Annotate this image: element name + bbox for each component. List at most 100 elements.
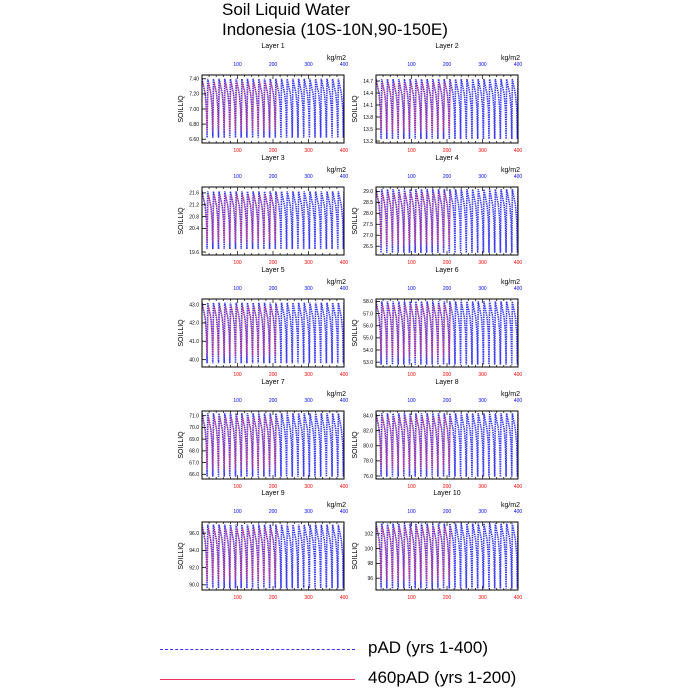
series-460pad-line	[202, 527, 277, 582]
units-label: kg/m2	[327, 391, 346, 398]
plot-area	[202, 413, 344, 477]
panel-1: Layer 1 kg/m2 SOILLIQ 7.40 7.20 7.00 6.80 6.60 1…	[178, 43, 348, 154]
x-tick-label-bottom: 400	[340, 260, 349, 266]
x-tick-label-top: 400	[340, 509, 349, 515]
y-tick-label: 6.60	[189, 137, 199, 143]
y-tick-label: 20.4	[189, 226, 199, 232]
x-tick-label-bottom: 400	[340, 148, 349, 154]
plot-area	[376, 523, 518, 589]
panel-title: Layer 7	[261, 379, 284, 386]
panel-3: Layer 3 kg/m2 SOILLIQ 21.6 21.2 20.8 20.4 19.6 1…	[178, 155, 348, 266]
x-tick-label-top: 100	[233, 174, 242, 180]
x-tick-label-bottom: 200	[443, 484, 452, 490]
y-axis-label: SOILLIQ	[178, 319, 185, 347]
x-tick-label-bottom: 300	[478, 484, 487, 490]
x-tick-label-bottom: 200	[443, 260, 452, 266]
y-tick-label: 19.6	[189, 250, 199, 256]
series-460pad-line	[376, 81, 451, 134]
x-tick-label-top: 200	[269, 174, 278, 180]
y-tick-label: 21.2	[189, 203, 199, 209]
figure-title: Soil Liquid Water Indonesia (10S-10N,90-…	[222, 0, 448, 40]
series-pad-line	[202, 191, 344, 250]
x-tick-label-bottom: 300	[304, 260, 313, 266]
x-tick-label-bottom: 100	[407, 260, 416, 266]
panel-title: Layer 10	[433, 490, 460, 497]
x-tick-label-top: 300	[304, 286, 313, 292]
y-tick-label: 27.5	[363, 222, 373, 228]
x-tick-label-bottom: 300	[304, 148, 313, 154]
units-label: kg/m2	[501, 502, 520, 509]
x-tick-label-bottom: 100	[407, 595, 416, 601]
x-tick-label-top: 300	[478, 398, 487, 404]
y-tick-label: 55.0	[363, 336, 373, 342]
x-tick-label-bottom: 400	[514, 595, 523, 601]
y-axis-label: SOILLIQ	[178, 95, 185, 123]
y-axis-label: SOILLIQ	[178, 431, 185, 459]
y-tick-label: 57.0	[363, 311, 373, 317]
y-tick-label: 102	[365, 532, 374, 538]
x-tick-label-bottom: 200	[269, 260, 278, 266]
x-tick-label-bottom: 400	[514, 372, 523, 378]
x-tick-label-top: 400	[514, 174, 523, 180]
x-tick-label-top: 100	[407, 286, 416, 292]
y-axis-label: SOILLIQ	[352, 319, 359, 347]
x-tick-label-top: 200	[269, 509, 278, 515]
panel-title: Layer 1	[261, 43, 284, 50]
y-tick-label: 29.0	[363, 189, 373, 195]
panel-4: Layer 4 kg/m2 SOILLIQ 29.0 28.5 28.0 27.5 27.0 2…	[352, 155, 522, 266]
x-tick-label-bottom: 300	[304, 372, 313, 378]
y-axis-label: SOILLIQ	[352, 207, 359, 235]
y-tick-label: 69.0	[189, 437, 199, 443]
x-tick-label-top: 200	[443, 174, 452, 180]
x-tick-label-top: 300	[304, 509, 313, 515]
units-label: kg/m2	[327, 167, 346, 174]
title-line-1: Soil Liquid Water	[222, 0, 350, 19]
x-tick-label-top: 200	[443, 398, 452, 404]
x-tick-label-bottom: 300	[478, 595, 487, 601]
y-tick-label: 20.8	[189, 214, 199, 220]
x-tick-label-top: 300	[304, 398, 313, 404]
y-tick-label: 7.40	[189, 77, 199, 83]
legend-swatch-dashed	[160, 649, 355, 650]
y-tick-label: 14.7	[363, 79, 373, 85]
x-tick-label-bottom: 100	[407, 372, 416, 378]
y-tick-label: 58.0	[363, 299, 373, 305]
units-label: kg/m2	[327, 279, 346, 286]
y-tick-label: 53.0	[363, 360, 373, 366]
x-tick-label-top: 400	[514, 398, 523, 404]
x-tick-label-top: 200	[443, 286, 452, 292]
x-tick-label-bottom: 200	[269, 148, 278, 154]
x-tick-label-bottom: 200	[269, 372, 278, 378]
x-tick-label-top: 200	[269, 286, 278, 292]
x-tick-label-top: 400	[340, 398, 349, 404]
units-label: kg/m2	[327, 55, 346, 62]
series-460pad-line	[202, 305, 277, 358]
x-tick-label-top: 100	[407, 509, 416, 515]
panel-title: Layer 5	[261, 267, 284, 274]
x-tick-label-bottom: 200	[443, 595, 452, 601]
y-tick-label: 98	[367, 561, 373, 567]
y-tick-label: 13.2	[363, 139, 373, 145]
legend: pAD (yrs 1-400) 460pAD (yrs 1-200)	[160, 635, 540, 695]
x-tick-label-bottom: 200	[443, 372, 452, 378]
x-tick-label-top: 400	[514, 286, 523, 292]
x-tick-label-top: 300	[478, 509, 487, 515]
panel-title: Layer 4	[435, 155, 458, 162]
x-tick-label-top: 300	[478, 174, 487, 180]
y-axis-label: SOILLIQ	[178, 542, 185, 570]
x-tick-label-bottom: 400	[514, 148, 523, 154]
legend-label: 460pAD (yrs 1-200)	[368, 668, 517, 687]
panel-7: Layer 7 kg/m2 SOILLIQ 71.0 70.0 69.0 68.0 67.0 6…	[178, 379, 348, 490]
x-tick-label-bottom: 200	[443, 148, 452, 154]
plot-area	[376, 78, 518, 140]
series-460pad-line	[376, 526, 451, 583]
plot-area	[202, 191, 344, 250]
y-tick-label: 66.0	[189, 472, 199, 478]
x-tick-label-bottom: 300	[304, 595, 313, 601]
x-tick-label-bottom: 100	[233, 484, 242, 490]
units-label: kg/m2	[327, 502, 346, 509]
series-460pad-line	[376, 304, 451, 359]
panel-title: Layer 2	[435, 43, 458, 50]
panel-2: Layer 2 kg/m2 SOILLIQ 14.7 14.4 14.1 13.8 13.5 1…	[352, 43, 522, 154]
series-460pad-line	[202, 416, 277, 471]
